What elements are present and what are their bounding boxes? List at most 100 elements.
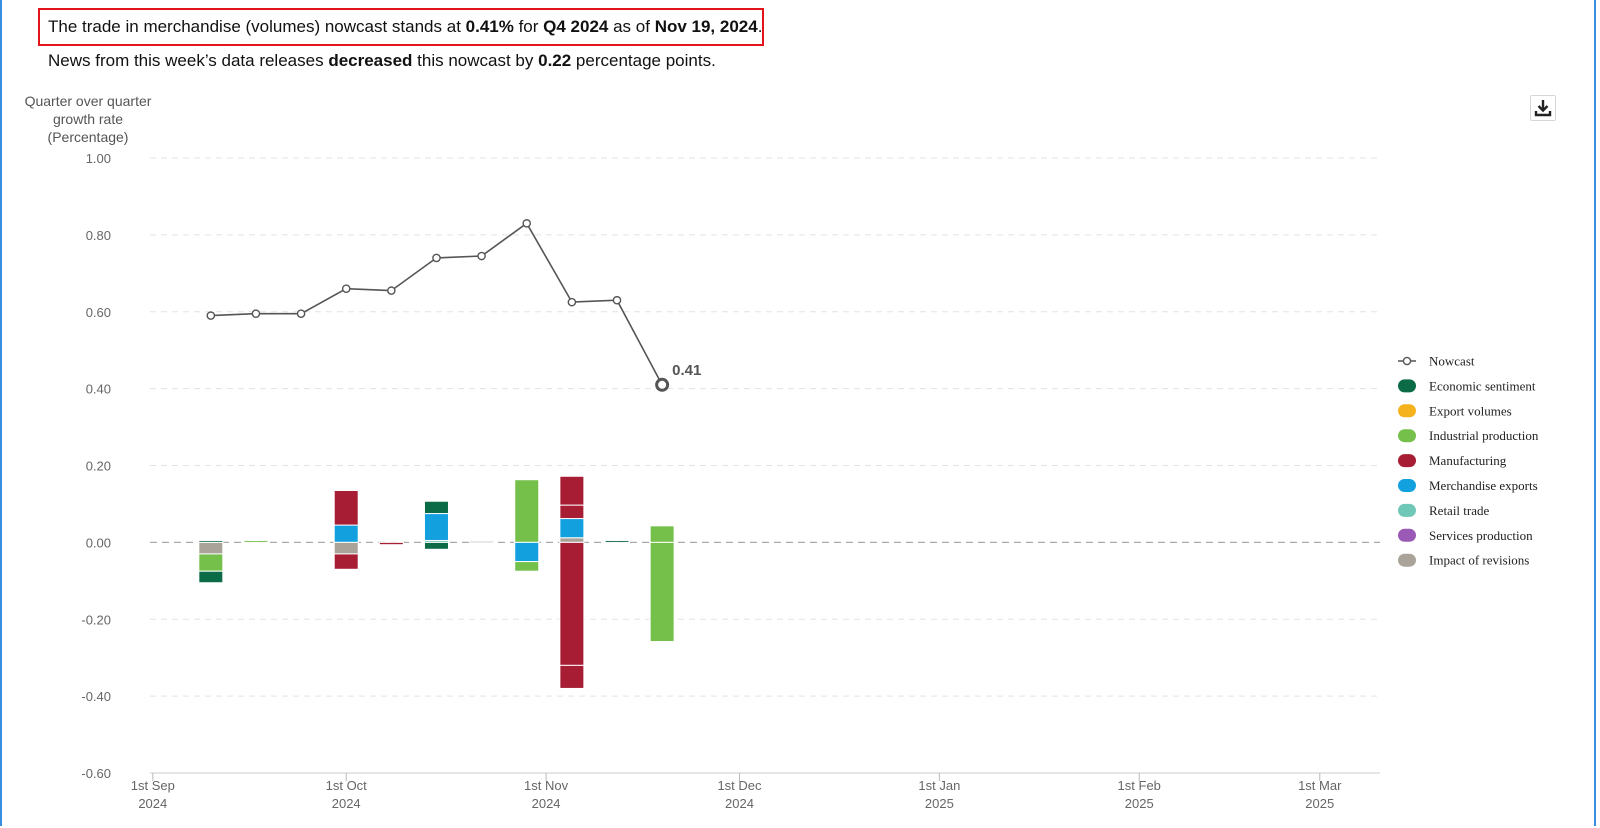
- y-axis-label-line: (Percentage): [48, 129, 129, 145]
- legend-item: Services production: [1429, 528, 1533, 543]
- headline-highlight-box: [38, 8, 764, 46]
- nowcast-point: [387, 286, 396, 295]
- x-tick-label: 1st Dec 2024: [717, 778, 762, 811]
- x-tick-label-line: 2024: [532, 796, 561, 811]
- nowcast-point: [567, 297, 577, 307]
- y-axis-label: Quarter over quarter growth rate (Percenta…: [25, 93, 152, 145]
- legend-nowcast-marker: [1402, 356, 1412, 366]
- x-tick-label-line: 1st Jan: [918, 778, 960, 793]
- bar-segment: [559, 475, 585, 506]
- y-tick-label: 0.20: [86, 459, 111, 474]
- x-tick-label-line: 2025: [1305, 796, 1334, 811]
- legend-swatch: [1398, 379, 1416, 393]
- nowcast-end-label: 0.41: [672, 362, 701, 379]
- nowcast-point: [477, 251, 486, 261]
- y-tick-label: 0.60: [86, 305, 111, 320]
- x-tick-label-line: 1st Nov: [524, 778, 569, 793]
- summary-change: 0.22: [538, 51, 572, 70]
- headline-text: for: [513, 17, 544, 36]
- nowcast-point: [296, 309, 306, 318]
- y-tick-label: 0.40: [86, 382, 111, 397]
- y-axis-label-line: Quarter over quarter: [25, 93, 152, 109]
- download-icon: [1534, 100, 1552, 117]
- nowcast-point: [655, 377, 670, 392]
- bar-segment: [423, 513, 449, 541]
- legend-swatch: [1398, 503, 1416, 517]
- bar-segment: [514, 479, 540, 543]
- bar-segment: [333, 541, 359, 555]
- x-tick-label-line: 2024: [138, 796, 167, 811]
- bar-segment: [198, 541, 224, 555]
- bar-segment: [559, 537, 585, 543]
- summary-text: News from this week’s data releases: [48, 51, 329, 70]
- nowcast-point: [522, 219, 532, 228]
- x-tick-label: 1st Jan 2025: [918, 778, 960, 811]
- legend-item: Export volumes: [1429, 403, 1512, 418]
- news-summary: News from this week’s data releases decr…: [48, 51, 716, 71]
- bar-segment: [243, 539, 269, 543]
- nowcast-point: [206, 311, 216, 320]
- nowcast-line: [210, 222, 663, 386]
- bar-segment: [559, 518, 585, 539]
- nowcast-point: [432, 253, 441, 263]
- nowcast-point: [251, 309, 261, 318]
- bar-segment: [198, 570, 224, 584]
- bar-segment: [423, 541, 449, 550]
- headline-quarter: Q4 2024: [543, 17, 609, 36]
- legend-swatch: [1398, 454, 1416, 468]
- y-tick-label: 0.80: [86, 228, 111, 243]
- x-tick-label-line: 1st Dec: [717, 778, 762, 793]
- bar-segment: [559, 541, 585, 666]
- bar-segment: [514, 541, 540, 563]
- headline-value: 0.41%: [465, 17, 514, 36]
- nowcast-headline: The trade in merchandise (volumes) nowca…: [48, 17, 762, 37]
- bar-segment: [469, 540, 495, 544]
- summary-direction: decreased: [328, 51, 413, 70]
- summary-text: percentage points.: [571, 51, 716, 70]
- legend-item: Impact of revisions: [1429, 553, 1529, 568]
- headline-text: as of: [608, 17, 655, 36]
- headline-text: The trade in merchandise (volumes) nowca…: [48, 17, 466, 36]
- bar-segment: [604, 539, 630, 543]
- legend-item: Economic sentiment: [1429, 378, 1536, 393]
- x-tick-label: 1st Nov 2024: [524, 778, 569, 811]
- summary-text: this nowcast by: [412, 51, 539, 70]
- bar-segment: [333, 524, 359, 543]
- x-tick-label: 1st Feb 2025: [1118, 778, 1161, 811]
- bar-segment: [423, 500, 449, 515]
- x-tick-label-line: 2024: [332, 796, 361, 811]
- legend-item: Manufacturing: [1429, 453, 1507, 468]
- x-tick-label-line: 1st Feb: [1118, 778, 1161, 793]
- x-tick-label-line: 1st Mar: [1298, 778, 1342, 793]
- legend-item: Retail trade: [1429, 503, 1490, 518]
- legend-swatch: [1398, 479, 1416, 492]
- legend-swatch: [1398, 429, 1416, 443]
- legend-swatch: [1398, 528, 1416, 542]
- headline-text: .: [757, 17, 763, 36]
- legend-item-nowcast: Nowcast: [1429, 354, 1475, 369]
- y-tick-label: 1.00: [86, 151, 111, 166]
- legend-item: Industrial production: [1429, 428, 1539, 443]
- bar-segment: [333, 553, 359, 570]
- y-tick-label: 0.00: [86, 535, 111, 550]
- x-tick-label-line: 2024: [725, 796, 754, 811]
- x-tick-label: 1st Sep 2024: [131, 778, 175, 811]
- download-button[interactable]: [1530, 95, 1556, 121]
- x-tick-label-line: 1st Oct: [326, 778, 368, 793]
- bar-segment: [649, 541, 675, 643]
- x-tick-label: 1st Mar 2025: [1298, 778, 1342, 811]
- x-tick-label-line: 1st Sep: [131, 778, 175, 793]
- bar-segment: [649, 525, 675, 543]
- bar-segment: [198, 553, 224, 572]
- x-tick-label-line: 2025: [925, 796, 954, 811]
- bar-segment: [333, 489, 359, 526]
- bar-segment: [378, 541, 404, 546]
- bar-segment: [559, 504, 585, 520]
- x-tick-label-line: 2025: [1125, 796, 1154, 811]
- legend-swatch: [1398, 553, 1416, 567]
- y-tick-label: -0.40: [81, 689, 111, 704]
- bar-segment: [514, 561, 540, 572]
- y-tick-label: -0.20: [81, 612, 111, 627]
